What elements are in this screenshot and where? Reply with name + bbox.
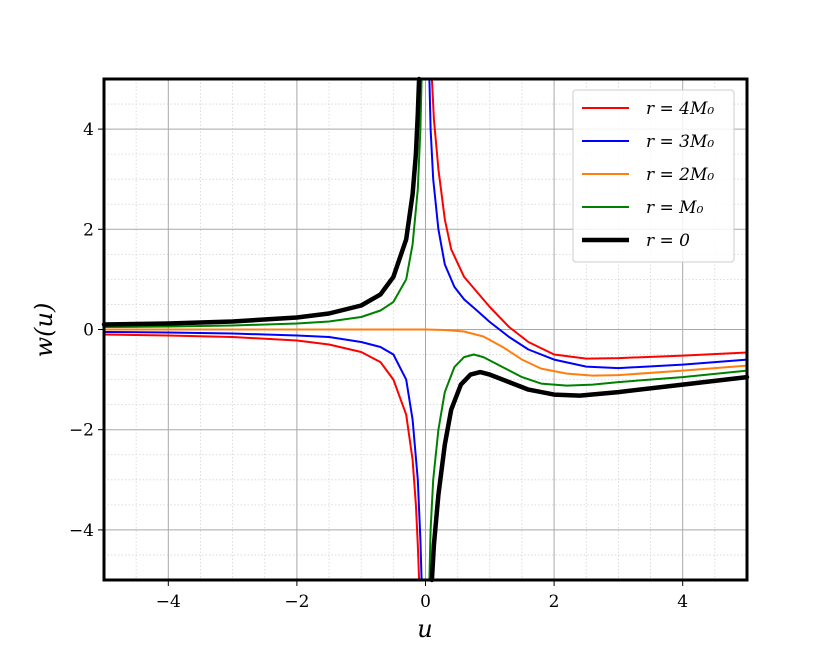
series-line-2-seg-0	[103, 328, 748, 377]
y-tick-label: 2	[83, 220, 94, 240]
series-line-0-seg-0	[103, 333, 421, 581]
y-axis-title: w(u)	[30, 303, 58, 358]
series-line-3-seg-1	[428, 353, 748, 581]
y-tick-label: 0	[83, 321, 94, 341]
y-tick-label: −4	[69, 521, 94, 541]
x-tick-label: −2	[284, 592, 309, 612]
legend: r = 4M₀ r = 3M₀ r = 2M₀ r = M₀ r = 0	[572, 89, 735, 263]
x-tick-label: 2	[549, 592, 560, 612]
x-axis-title: u	[417, 615, 432, 643]
legend-label: r = M₀	[646, 198, 704, 218]
y-axis-ticks: −4 −2 0 2 4	[69, 120, 104, 541]
x-axis-ticks: −4 −2 0 2 4	[156, 580, 688, 612]
y-tick-label: −2	[69, 421, 94, 441]
legend-label: r = 4M₀	[646, 99, 714, 119]
legend-label: r = 2M₀	[646, 165, 714, 185]
series-line-0-seg-1	[430, 78, 748, 360]
legend-box	[572, 89, 735, 263]
y-tick-label: 4	[83, 120, 94, 140]
series-line-4-seg-1	[429, 369, 750, 583]
series-line-3-seg-0	[103, 78, 423, 328]
series-group	[101, 76, 750, 583]
series-line-1-seg-0	[103, 331, 423, 581]
x-tick-label: 4	[677, 592, 688, 612]
series-line-1-seg-1	[428, 78, 748, 370]
legend-label: r = 3M₀	[646, 132, 714, 152]
x-tick-label: −4	[156, 592, 181, 612]
legend-label: r = 0	[646, 231, 690, 251]
x-tick-label: 0	[420, 592, 431, 612]
series-line-4-seg-0	[101, 76, 422, 327]
